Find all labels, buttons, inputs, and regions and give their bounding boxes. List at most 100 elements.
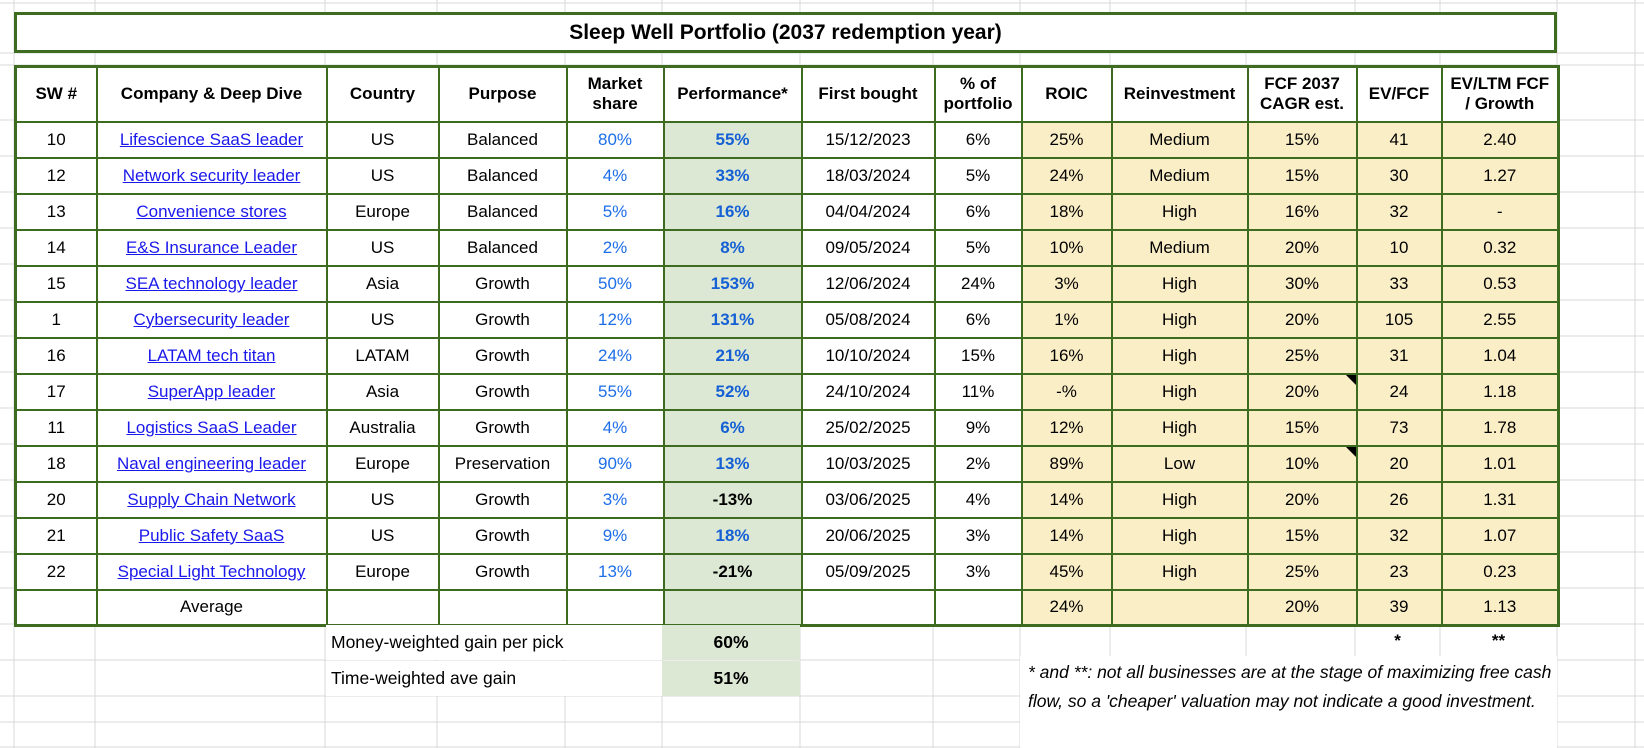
cell-ev_fcf[interactable]: 31 <box>1355 336 1443 375</box>
cell-ev_ltm[interactable]: 1.04 <box>1440 336 1560 375</box>
evfcf-footnote-star-cell[interactable]: * <box>1394 631 1401 650</box>
company-link[interactable]: Network security leader <box>122 165 301 185</box>
cell-ev_fcf[interactable]: 41 <box>1355 120 1443 159</box>
cell-roic[interactable]: 10% <box>1020 228 1113 267</box>
cell-ev_fcf[interactable]: 30 <box>1355 156 1443 195</box>
cell-first_bought[interactable]: 03/06/2025 <box>800 480 936 519</box>
cell-pct_portfolio[interactable]: 24% <box>933 264 1023 303</box>
cell-purpose[interactable]: Balanced <box>437 156 568 195</box>
cell-country[interactable]: Europe <box>325 444 440 483</box>
cell-reinvestment[interactable]: High <box>1110 192 1249 231</box>
cell-first_bought[interactable]: 04/04/2024 <box>800 192 936 231</box>
cell-reinvestment[interactable]: High <box>1110 552 1249 591</box>
cell-performance[interactable]: -21% <box>662 552 803 591</box>
money-weighted-value-cell[interactable]: 60% <box>662 625 800 660</box>
cell-country[interactable]: US <box>325 228 440 267</box>
cell-reinvestment[interactable]: High <box>1110 408 1249 447</box>
company-link[interactable]: Cybersecurity leader <box>133 309 290 329</box>
cell-ev_fcf[interactable]: 20 <box>1355 444 1443 483</box>
column-header-roic[interactable]: ROIC <box>1020 65 1113 123</box>
cell-purpose[interactable]: Balanced <box>437 120 568 159</box>
column-header-first_bought[interactable]: First bought <box>800 65 936 123</box>
cell-fcf_cagr[interactable]: 20% <box>1246 300 1358 339</box>
cell-ev_fcf[interactable]: 73 <box>1355 408 1443 447</box>
company-link[interactable]: Public Safety SaaS <box>138 525 285 545</box>
cell-country[interactable]: Europe <box>325 552 440 591</box>
cell-first_bought[interactable]: 10/10/2024 <box>800 336 936 375</box>
company-link[interactable]: Lifescience SaaS leader <box>119 129 304 149</box>
cell-performance[interactable]: 153% <box>662 264 803 303</box>
cell-pct_portfolio[interactable]: 6% <box>933 300 1023 339</box>
cell-purpose[interactable]: Growth <box>437 480 568 519</box>
cell-ev_ltm[interactable]: 0.53 <box>1440 264 1560 303</box>
cell-pct_portfolio[interactable]: 4% <box>933 480 1023 519</box>
cell-roic[interactable]: 14% <box>1020 516 1113 555</box>
cell-company[interactable]: SEA technology leader <box>95 264 328 303</box>
cell-performance[interactable]: 33% <box>662 156 803 195</box>
column-header-reinvestment[interactable]: Reinvestment <box>1110 65 1249 123</box>
cell-company[interactable]: Cybersecurity leader <box>95 300 328 339</box>
cell-company[interactable]: Average <box>95 588 328 627</box>
cell-country[interactable]: Asia <box>325 372 440 411</box>
cell-ev_fcf[interactable]: 26 <box>1355 480 1443 519</box>
cell-ev_ltm[interactable]: 1.13 <box>1440 588 1560 627</box>
cell-market_share[interactable]: 55% <box>565 372 665 411</box>
cell-ev_ltm[interactable]: 0.32 <box>1440 228 1560 267</box>
portfolio-title-cell[interactable]: Sleep Well Portfolio (2037 redemption ye… <box>14 12 1557 53</box>
cell-ev_ltm[interactable]: 2.55 <box>1440 300 1560 339</box>
cell-purpose[interactable]: Growth <box>437 336 568 375</box>
cell-pct_portfolio[interactable]: 15% <box>933 336 1023 375</box>
cell-country[interactable]: US <box>325 480 440 519</box>
cell-company[interactable]: SuperApp leader <box>95 372 328 411</box>
cell-sw[interactable]: 10 <box>14 120 98 159</box>
cell-country[interactable] <box>325 588 440 627</box>
cell-ev_fcf[interactable]: 24 <box>1355 372 1443 411</box>
cell-sw[interactable] <box>14 588 98 627</box>
cell-ev_ltm[interactable]: 1.31 <box>1440 480 1560 519</box>
cell-market_share[interactable]: 5% <box>565 192 665 231</box>
cell-company[interactable]: Network security leader <box>95 156 328 195</box>
cell-reinvestment[interactable]: High <box>1110 264 1249 303</box>
cell-country[interactable]: US <box>325 120 440 159</box>
cell-market_share[interactable]: 50% <box>565 264 665 303</box>
company-link[interactable]: E&S Insurance Leader <box>125 237 298 257</box>
company-link[interactable]: Special Light Technology <box>117 561 306 581</box>
cell-first_bought[interactable]: 09/05/2024 <box>800 228 936 267</box>
cell-reinvestment[interactable]: High <box>1110 372 1249 411</box>
cell-pct_portfolio[interactable]: 3% <box>933 552 1023 591</box>
cell-ev_ltm[interactable]: 1.07 <box>1440 516 1560 555</box>
cell-ev_fcf[interactable]: 23 <box>1355 552 1443 591</box>
cell-purpose[interactable]: Growth <box>437 516 568 555</box>
cell-performance[interactable]: 18% <box>662 516 803 555</box>
cell-roic[interactable]: 25% <box>1020 120 1113 159</box>
cell-sw[interactable]: 17 <box>14 372 98 411</box>
cell-country[interactable]: US <box>325 516 440 555</box>
cell-reinvestment[interactable]: High <box>1110 300 1249 339</box>
cell-purpose[interactable] <box>437 588 568 627</box>
company-link[interactable]: Convenience stores <box>136 201 287 221</box>
cell-pct_portfolio[interactable]: 6% <box>933 120 1023 159</box>
column-header-company[interactable]: Company & Deep Dive <box>95 65 328 123</box>
cell-country[interactable]: LATAM <box>325 336 440 375</box>
cell-fcf_cagr[interactable]: 16% <box>1246 192 1358 231</box>
cell-purpose[interactable]: Growth <box>437 264 568 303</box>
cell-fcf_cagr[interactable]: 25% <box>1246 552 1358 591</box>
cell-ev_fcf[interactable]: 32 <box>1355 516 1443 555</box>
cell-performance[interactable]: 8% <box>662 228 803 267</box>
cell-ev_ltm[interactable]: 1.01 <box>1440 444 1560 483</box>
cell-fcf_cagr[interactable]: 20% <box>1246 228 1358 267</box>
cell-market_share[interactable] <box>565 588 665 627</box>
cell-country[interactable]: Europe <box>325 192 440 231</box>
cell-reinvestment[interactable]: High <box>1110 516 1249 555</box>
cell-purpose[interactable]: Balanced <box>437 228 568 267</box>
cell-pct_portfolio[interactable] <box>933 588 1023 627</box>
cell-roic[interactable]: 18% <box>1020 192 1113 231</box>
cell-company[interactable]: Supply Chain Network <box>95 480 328 519</box>
cell-ev_ltm[interactable]: - <box>1440 192 1560 231</box>
cell-performance[interactable]: 52% <box>662 372 803 411</box>
cell-ev_fcf[interactable]: 32 <box>1355 192 1443 231</box>
cell-performance[interactable]: -13% <box>662 480 803 519</box>
cell-reinvestment[interactable]: Medium <box>1110 120 1249 159</box>
cell-roic[interactable]: 12% <box>1020 408 1113 447</box>
cell-sw[interactable]: 1 <box>14 300 98 339</box>
